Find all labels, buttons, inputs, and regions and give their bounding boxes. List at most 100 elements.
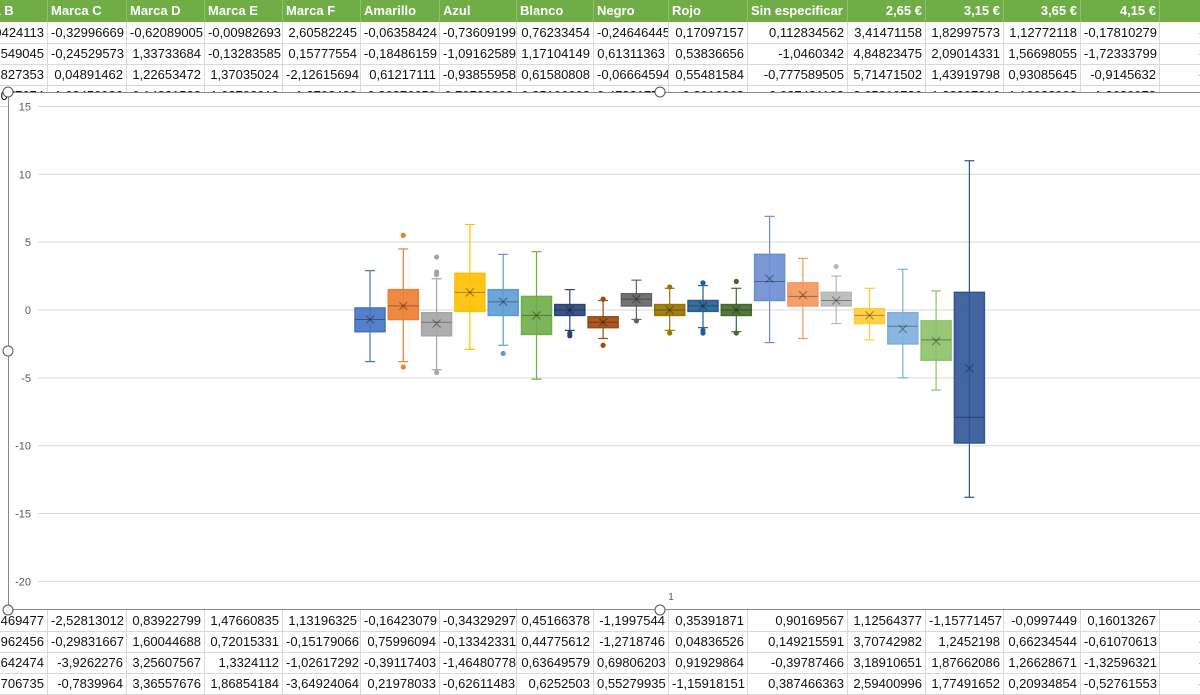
column-header[interactable]: Marca D bbox=[127, 0, 205, 22]
cell[interactable]: -2,12615694 bbox=[283, 64, 361, 85]
box-plot-chart[interactable]: 15 10 5 0 -5 -10 -15 -20 1 bbox=[8, 92, 1200, 610]
cell[interactable]: 0,149215591 bbox=[748, 631, 848, 652]
cell[interactable]: 3,41471158 bbox=[848, 22, 926, 43]
cell[interactable]: 0,09424113 bbox=[0, 22, 48, 43]
column-header[interactable]: 3,15 € bbox=[926, 0, 1004, 22]
cell[interactable]: -0,06358424 bbox=[361, 22, 440, 43]
cell[interactable]: 0,53836656 bbox=[669, 43, 748, 64]
cell[interactable]: 0,91929864 bbox=[669, 652, 748, 673]
cell[interactable]: -1,46480778 bbox=[440, 652, 517, 673]
cell[interactable]: -0,93855958 bbox=[440, 64, 517, 85]
cell[interactable]: -0,13283585 bbox=[205, 43, 283, 64]
column-header[interactable]: 4,15 € bbox=[1081, 0, 1160, 22]
chart-resize-handle-bottom-left[interactable] bbox=[2, 604, 14, 616]
cell[interactable]: -0,39787466 bbox=[748, 652, 848, 673]
column-header[interactable]: Sin especificar bbox=[748, 0, 848, 22]
cell[interactable]: 0,15777554 bbox=[283, 43, 361, 64]
cell[interactable]: -0,15179066 bbox=[283, 631, 361, 652]
cell[interactable]: 0,20934854 bbox=[1004, 673, 1081, 694]
cell[interactable]: 0,76233454 bbox=[517, 22, 594, 43]
cell[interactable]: -2,52813012 bbox=[48, 610, 127, 631]
cell[interactable]: 0,61217111 bbox=[361, 64, 440, 85]
cell[interactable]: 0,69806203 bbox=[594, 652, 669, 673]
cell[interactable]: -0,7839964 bbox=[48, 673, 127, 694]
cell[interactable]: -0,73609199 bbox=[440, 22, 517, 43]
cell[interactable]: 1,82997573 bbox=[926, 22, 1004, 43]
cell[interactable]: 0,16013267 bbox=[1081, 610, 1160, 631]
cell[interactable]: 0,61311363 bbox=[594, 43, 669, 64]
cell[interactable]: -3,9262276 bbox=[48, 652, 127, 673]
cell[interactable]: -1,72333799 bbox=[1081, 43, 1160, 64]
cell[interactable]: 1,86854184 bbox=[205, 673, 283, 694]
cell[interactable]: 0,35391871 bbox=[669, 610, 748, 631]
cell[interactable]: 1,26628671 bbox=[1004, 652, 1081, 673]
cell[interactable]: 3,70742982 bbox=[848, 631, 926, 652]
cell[interactable]: -0,13342331 bbox=[440, 631, 517, 652]
cell[interactable]: 1,2452198 bbox=[926, 631, 1004, 652]
cell[interactable]: -0,0997449 bbox=[1004, 610, 1081, 631]
column-header[interactable]: Rojo bbox=[669, 0, 748, 22]
cell[interactable]: -2,089 bbox=[1160, 631, 1200, 652]
cell[interactable]: -1,15918151 bbox=[669, 673, 748, 694]
chart-resize-handle-bottom[interactable] bbox=[654, 604, 666, 616]
cell[interactable]: -0,494 bbox=[1160, 610, 1200, 631]
cell[interactable]: -0,06664594 bbox=[594, 64, 669, 85]
column-header[interactable]: Azul bbox=[440, 0, 517, 22]
cell[interactable]: 1,56698055 bbox=[1004, 43, 1081, 64]
cell[interactable]: -1,15771457 bbox=[926, 610, 1004, 631]
cell[interactable]: -0,52761553 bbox=[1081, 673, 1160, 694]
cell[interactable]: -0,62089005 bbox=[127, 22, 205, 43]
cell[interactable]: -3,64924064 bbox=[283, 673, 361, 694]
cell[interactable]: -1,0460342 bbox=[748, 43, 848, 64]
cell[interactable]: 1,33733684 bbox=[127, 43, 205, 64]
cell[interactable]: -0,16423079 bbox=[361, 610, 440, 631]
cell[interactable]: 1,60044688 bbox=[127, 631, 205, 652]
cell[interactable]: 4,84823475 bbox=[848, 43, 926, 64]
cell[interactable]: 2,09014331 bbox=[926, 43, 1004, 64]
cell[interactable]: -0,868 bbox=[1160, 673, 1200, 694]
cell[interactable]: -0,62611483 bbox=[440, 673, 517, 694]
chart-resize-handle-top-left[interactable] bbox=[2, 86, 14, 98]
cell[interactable]: 0,90169567 bbox=[748, 610, 848, 631]
cell[interactable]: 1,22653472 bbox=[127, 64, 205, 85]
column-header[interactable]: 4,65 € bbox=[1160, 0, 1200, 22]
cell[interactable]: 0,08642474 bbox=[0, 652, 48, 673]
cell[interactable]: 1,77491652 bbox=[926, 673, 1004, 694]
column-header[interactable]: 3,65 € bbox=[1004, 0, 1081, 22]
cell[interactable]: -0,18486159 bbox=[361, 43, 440, 64]
cell[interactable]: 2,59400996 bbox=[848, 673, 926, 694]
cell[interactable]: 0,45166378 bbox=[517, 610, 594, 631]
cell[interactable]: -0,24646445 bbox=[594, 22, 669, 43]
cell[interactable]: -0,29831667 bbox=[48, 631, 127, 652]
cell[interactable]: 0,05706735 bbox=[0, 673, 48, 694]
cell[interactable]: 0,83922799 bbox=[127, 610, 205, 631]
cell[interactable]: -1,1997544 bbox=[594, 610, 669, 631]
chart-resize-handle-left[interactable] bbox=[2, 345, 14, 357]
cell[interactable]: -1,2718746 bbox=[594, 631, 669, 652]
cell[interactable]: 1,12564377 bbox=[848, 610, 926, 631]
cell[interactable]: 0,04891462 bbox=[48, 64, 127, 85]
cell[interactable]: 1,43919798 bbox=[926, 64, 1004, 85]
cell[interactable]: 0,17097157 bbox=[669, 22, 748, 43]
cell[interactable]: -0,00982693 bbox=[205, 22, 283, 43]
cell[interactable]: 0,6252503 bbox=[517, 673, 594, 694]
cell[interactable]: 1,3324112 bbox=[205, 652, 283, 673]
cell[interactable]: 0,44775612 bbox=[517, 631, 594, 652]
column-header[interactable]: 2,65 € bbox=[848, 0, 926, 22]
cell[interactable]: 3,25607567 bbox=[127, 652, 205, 673]
cell[interactable]: 0,387466363 bbox=[748, 673, 848, 694]
column-header[interactable]: Blanco bbox=[517, 0, 594, 22]
cell[interactable]: 1,47660835 bbox=[205, 610, 283, 631]
cell[interactable]: 0,07469477 bbox=[0, 610, 48, 631]
cell[interactable]: 0,55279935 bbox=[594, 673, 669, 694]
cell[interactable]: -0,39117403 bbox=[361, 652, 440, 673]
cell[interactable]: -0,9145632 bbox=[1081, 64, 1160, 85]
cell[interactable]: 0,04836526 bbox=[669, 631, 748, 652]
cell[interactable]: 3,36557676 bbox=[127, 673, 205, 694]
cell[interactable]: 0,93085645 bbox=[1004, 64, 1081, 85]
cell[interactable]: 1,12772118 bbox=[1004, 22, 1081, 43]
cell[interactable]: 0,55481584 bbox=[669, 64, 748, 85]
cell[interactable]: 3,18910651 bbox=[848, 652, 926, 673]
cell[interactable]: 1,17104149 bbox=[517, 43, 594, 64]
cell[interactable]: 1,87662086 bbox=[926, 652, 1004, 673]
